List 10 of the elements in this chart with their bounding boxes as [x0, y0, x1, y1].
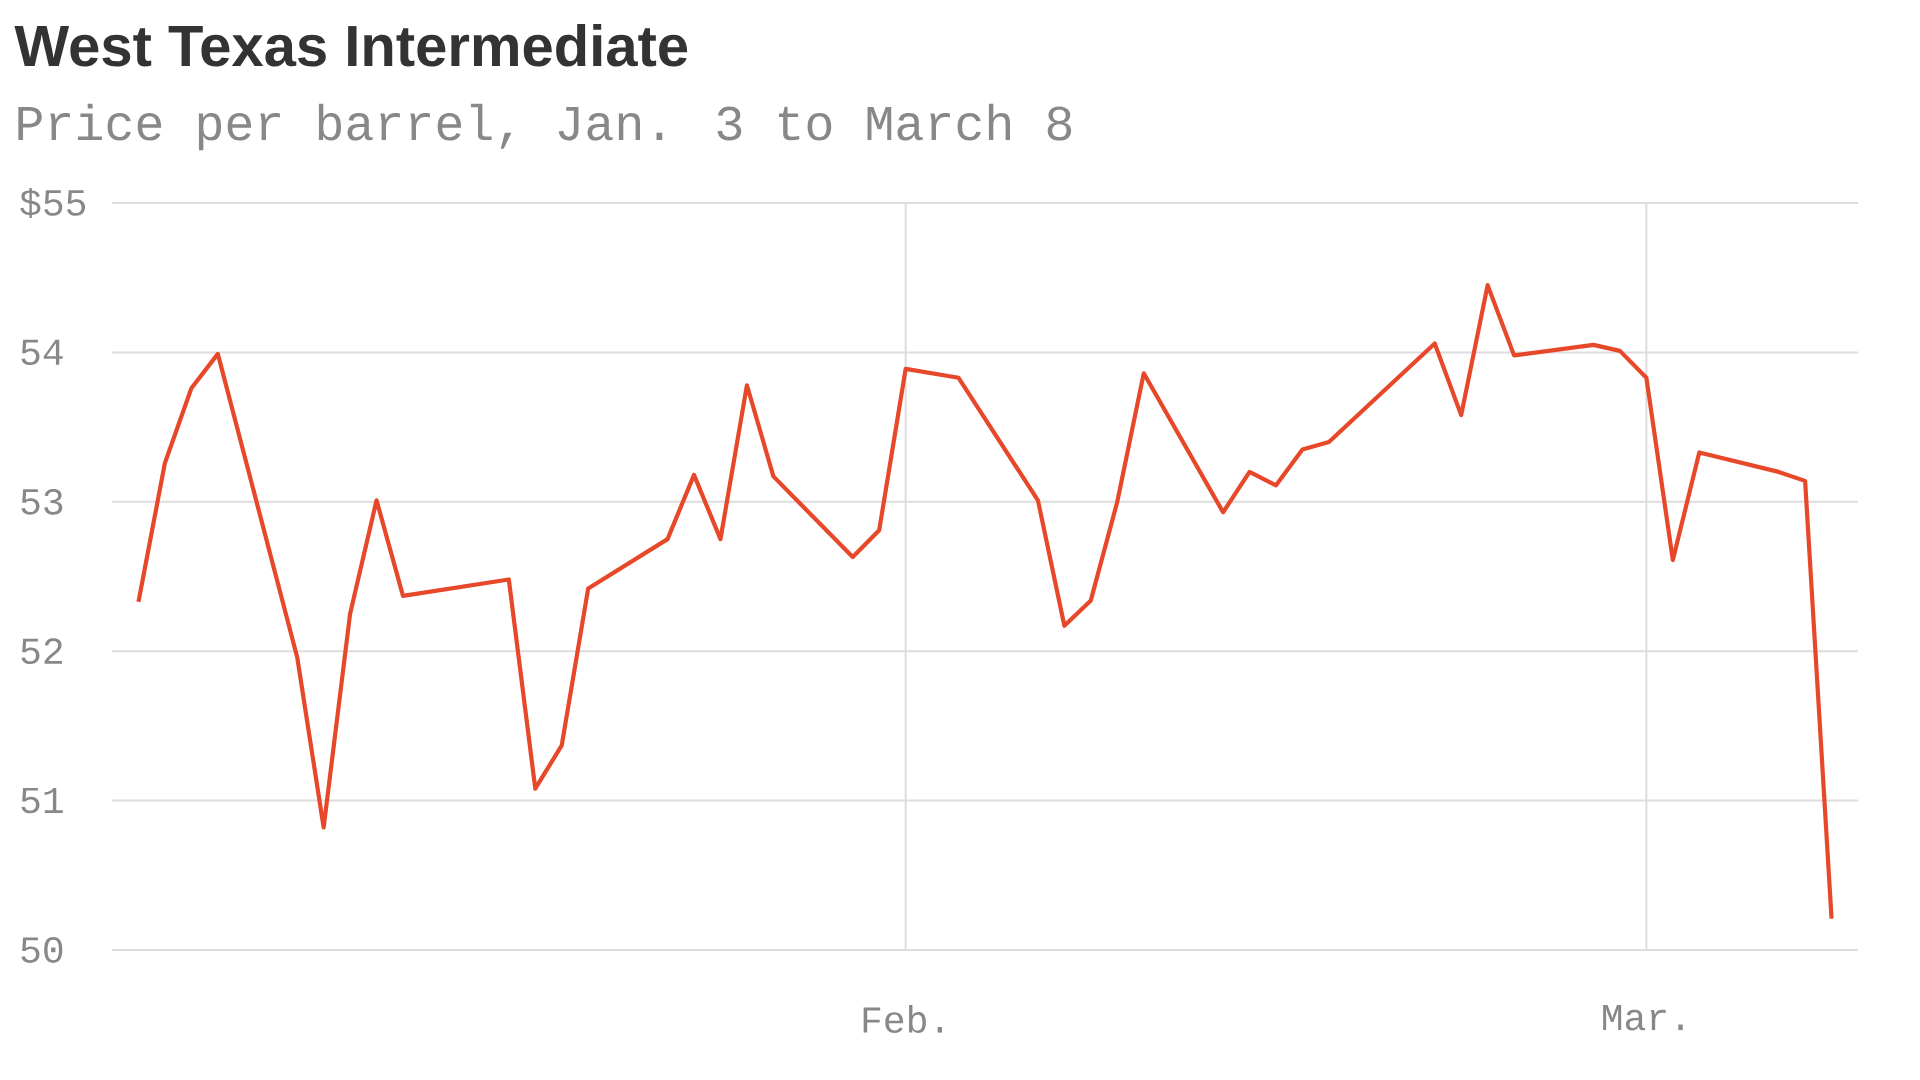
x-tick-label: Feb.	[863, 1005, 942, 1033]
y-tick-label: 54	[21, 339, 63, 366]
chart-title: West Texas Intermediate	[14, 23, 688, 67]
y-tick-label: $55	[20, 187, 86, 218]
x-tick-label: Mar.	[1603, 1005, 1683, 1031]
y-tick-label: 53	[21, 488, 63, 515]
y-tick-label: 50	[21, 937, 63, 963]
y-tick-label: 51	[21, 787, 63, 814]
chart-subtitle: Price per barrel, Jan. 3 to March 8	[18, 103, 1072, 151]
y-tick-label: 52	[21, 638, 62, 665]
